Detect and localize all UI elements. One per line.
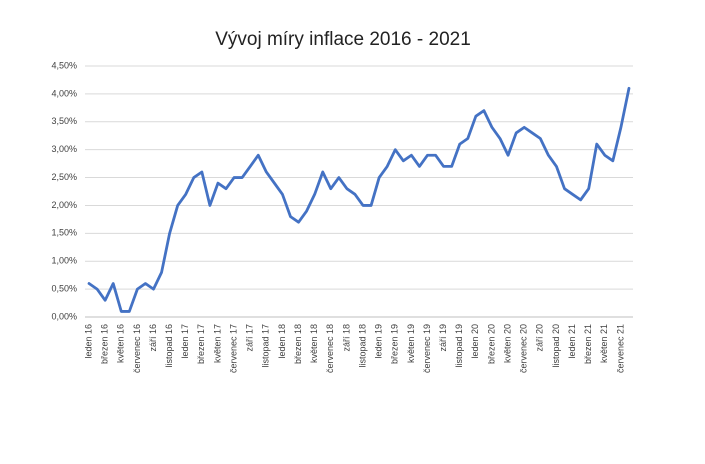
- chart-title: Vývoj míry inflace 2016 - 2021: [215, 29, 471, 50]
- x-tick-label: březen 18: [293, 324, 303, 364]
- y-tick-label: 0,50%: [51, 283, 77, 293]
- x-tick-label: leden 17: [180, 324, 190, 359]
- y-tick-label: 1,50%: [51, 228, 77, 238]
- x-tick-label: květen 20: [502, 324, 512, 363]
- x-tick-label: květen 18: [309, 324, 319, 363]
- x-tick-label: květen 16: [116, 324, 126, 363]
- x-tick-label: květen 17: [212, 324, 222, 363]
- x-tick-label: červenec 19: [422, 324, 432, 373]
- x-tick-label: březen 21: [583, 324, 593, 364]
- x-tick-label: září 19: [438, 324, 448, 352]
- x-tick-label: září 17: [245, 324, 255, 352]
- x-tick-label: květen 21: [599, 324, 609, 363]
- x-tick-label: červenec 18: [325, 324, 335, 373]
- x-tick-label: březen 16: [100, 324, 110, 364]
- x-tick-label: květen 19: [406, 324, 416, 363]
- y-tick-label: 2,00%: [51, 200, 77, 210]
- x-tick-label: leden 18: [277, 324, 287, 359]
- line: [87, 86, 631, 313]
- y-tick-label: 1,00%: [51, 256, 77, 266]
- x-tick-label: březen 17: [196, 324, 206, 364]
- x-tick-label: září 16: [148, 324, 158, 352]
- y-tick-label: 0,00%: [51, 311, 77, 321]
- x-tick-label: červenec 20: [519, 324, 529, 373]
- y-tick-label: 3,00%: [51, 144, 77, 154]
- x-tick-label: leden 21: [567, 324, 577, 359]
- x-tick-label: červenec 16: [132, 324, 142, 373]
- x-tick-label: březen 19: [390, 324, 400, 364]
- x-tick-label: listopad 18: [357, 324, 367, 368]
- x-tick-label: březen 20: [486, 324, 496, 364]
- x-tick-label: listopad 17: [261, 324, 271, 368]
- x-tick-label: září 20: [535, 324, 545, 352]
- x-tick-label: červenec 21: [615, 324, 625, 373]
- x-tick-label: červenec 17: [228, 324, 238, 373]
- y-tick-label: 4,00%: [51, 88, 77, 98]
- x-tick-label: září 18: [341, 324, 351, 352]
- x-tick-label: listopad 20: [551, 324, 561, 368]
- x-tick-label: listopad 19: [454, 324, 464, 368]
- x-tick-label: leden 19: [374, 324, 384, 359]
- x-tick-label: listopad 16: [164, 324, 174, 368]
- y-tick-label: 4,50%: [51, 60, 77, 70]
- x-tick-label: leden 16: [83, 324, 93, 359]
- y-tick-label: 2,50%: [51, 172, 77, 182]
- x-tick-label: leden 20: [470, 324, 480, 359]
- y-tick-label: 3,50%: [51, 116, 77, 126]
